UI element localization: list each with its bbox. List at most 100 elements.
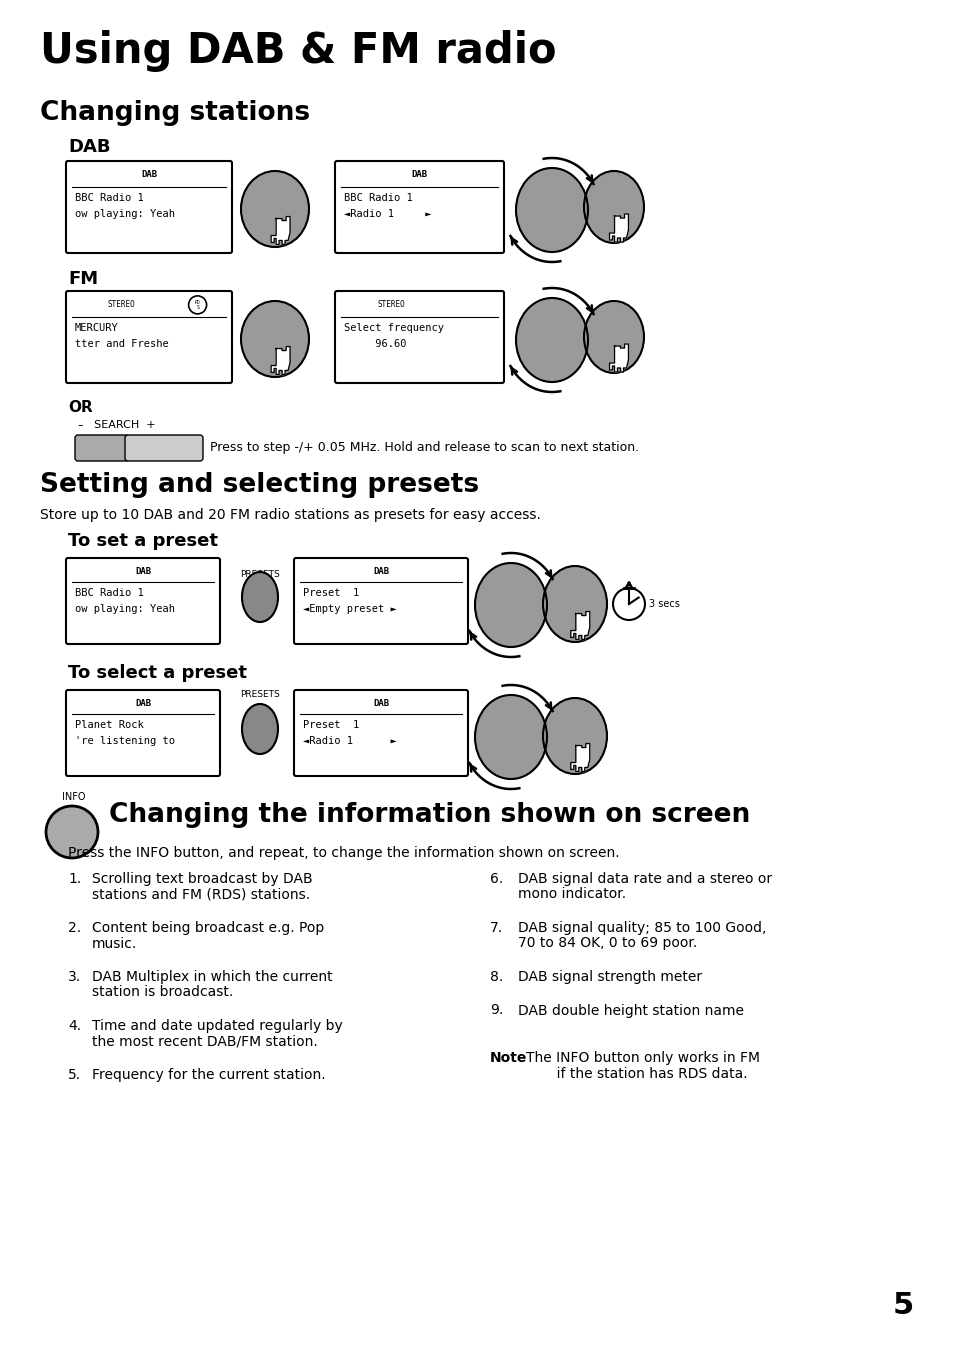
Text: STEREO: STEREO bbox=[108, 301, 135, 309]
Text: ◄Empty preset ►: ◄Empty preset ► bbox=[303, 604, 396, 614]
Ellipse shape bbox=[475, 695, 546, 778]
Text: To set a preset: To set a preset bbox=[68, 532, 218, 550]
Text: mono indicator.: mono indicator. bbox=[517, 888, 625, 901]
Ellipse shape bbox=[542, 567, 606, 642]
Text: Preset  1: Preset 1 bbox=[303, 720, 359, 730]
Text: DAB: DAB bbox=[141, 170, 157, 179]
Text: Preset  1: Preset 1 bbox=[303, 588, 359, 598]
FancyBboxPatch shape bbox=[125, 434, 203, 461]
Text: S: S bbox=[196, 305, 199, 310]
Text: DAB: DAB bbox=[373, 567, 389, 576]
Ellipse shape bbox=[475, 563, 546, 648]
Text: 70 to 84 OK, 0 to 69 poor.: 70 to 84 OK, 0 to 69 poor. bbox=[517, 936, 697, 951]
Text: Select frequency: Select frequency bbox=[344, 322, 443, 333]
Text: Store up to 10 DAB and 20 FM radio stations as presets for easy access.: Store up to 10 DAB and 20 FM radio stati… bbox=[40, 509, 540, 522]
Text: BBC Radio 1: BBC Radio 1 bbox=[75, 193, 144, 202]
Text: DAB signal data rate and a stereo or: DAB signal data rate and a stereo or bbox=[517, 871, 771, 886]
FancyBboxPatch shape bbox=[66, 161, 232, 254]
Polygon shape bbox=[570, 743, 589, 772]
Text: stations and FM (RDS) stations.: stations and FM (RDS) stations. bbox=[91, 888, 310, 901]
Text: PRESETS: PRESETS bbox=[240, 571, 279, 579]
Text: Press the INFO button, and repeat, to change the information shown on screen.: Press the INFO button, and repeat, to ch… bbox=[68, 846, 619, 861]
Ellipse shape bbox=[583, 171, 643, 243]
Text: Using DAB & FM radio: Using DAB & FM radio bbox=[40, 30, 556, 71]
Text: DAB: DAB bbox=[134, 567, 151, 576]
Polygon shape bbox=[271, 347, 290, 375]
Text: DAB: DAB bbox=[373, 699, 389, 708]
Text: BBC Radio 1: BBC Radio 1 bbox=[75, 588, 144, 598]
Text: INFO: INFO bbox=[62, 792, 86, 803]
FancyBboxPatch shape bbox=[294, 689, 468, 776]
Text: STEREO: STEREO bbox=[377, 301, 405, 309]
Polygon shape bbox=[570, 611, 589, 639]
FancyBboxPatch shape bbox=[66, 689, 220, 776]
Text: station is broadcast.: station is broadcast. bbox=[91, 986, 233, 1000]
Text: Time and date updated regularly by: Time and date updated regularly by bbox=[91, 1018, 342, 1033]
Text: DAB signal strength meter: DAB signal strength meter bbox=[517, 970, 701, 983]
Ellipse shape bbox=[241, 301, 309, 376]
Text: DAB signal quality; 85 to 100 Good,: DAB signal quality; 85 to 100 Good, bbox=[517, 921, 765, 935]
Text: 3 secs: 3 secs bbox=[648, 599, 679, 608]
Text: Scrolling text broadcast by DAB: Scrolling text broadcast by DAB bbox=[91, 871, 313, 886]
FancyBboxPatch shape bbox=[66, 558, 220, 643]
Text: ow playing: Yeah: ow playing: Yeah bbox=[75, 604, 174, 614]
Text: MERCURY: MERCURY bbox=[75, 322, 118, 333]
Text: 're listening to: 're listening to bbox=[75, 737, 174, 746]
Text: 5: 5 bbox=[892, 1291, 913, 1321]
Text: ow playing: Yeah: ow playing: Yeah bbox=[75, 209, 174, 219]
Ellipse shape bbox=[516, 298, 587, 382]
Ellipse shape bbox=[583, 301, 643, 374]
Text: OR: OR bbox=[68, 401, 92, 415]
Text: DAB Multiplex in which the current: DAB Multiplex in which the current bbox=[91, 970, 333, 983]
Text: FM: FM bbox=[68, 270, 98, 287]
Text: music.: music. bbox=[91, 936, 137, 951]
Ellipse shape bbox=[542, 697, 606, 774]
Text: if the station has RDS data.: if the station has RDS data. bbox=[525, 1067, 747, 1081]
Text: 9.: 9. bbox=[490, 1004, 503, 1017]
Text: 7.: 7. bbox=[490, 921, 502, 935]
Polygon shape bbox=[609, 214, 628, 241]
Text: Content being broadcast e.g. Pop: Content being broadcast e.g. Pop bbox=[91, 921, 324, 935]
Text: Changing the information shown on screen: Changing the information shown on screen bbox=[109, 803, 749, 828]
Text: –   SEARCH  +: – SEARCH + bbox=[78, 420, 155, 430]
Text: BBC Radio 1: BBC Radio 1 bbox=[344, 193, 413, 202]
Text: ◄Radio 1      ►: ◄Radio 1 ► bbox=[303, 737, 396, 746]
Text: PRESETS: PRESETS bbox=[240, 689, 279, 699]
FancyBboxPatch shape bbox=[294, 558, 468, 643]
Text: Frequency for the current station.: Frequency for the current station. bbox=[91, 1068, 325, 1082]
FancyBboxPatch shape bbox=[335, 291, 503, 383]
Text: DAB: DAB bbox=[68, 138, 111, 156]
Text: The INFO button only works in FM: The INFO button only works in FM bbox=[525, 1051, 760, 1064]
Ellipse shape bbox=[242, 704, 277, 754]
Text: Changing stations: Changing stations bbox=[40, 100, 310, 125]
Ellipse shape bbox=[516, 169, 587, 252]
Text: DAB double height station name: DAB double height station name bbox=[517, 1004, 743, 1017]
Circle shape bbox=[46, 805, 98, 858]
FancyBboxPatch shape bbox=[75, 434, 129, 461]
Text: To select a preset: To select a preset bbox=[68, 664, 247, 683]
FancyBboxPatch shape bbox=[335, 161, 503, 254]
Text: the most recent DAB/FM station.: the most recent DAB/FM station. bbox=[91, 1035, 317, 1048]
Text: ◄Radio 1     ►: ◄Radio 1 ► bbox=[344, 209, 431, 219]
Text: 8.: 8. bbox=[490, 970, 503, 983]
Text: Setting and selecting presets: Setting and selecting presets bbox=[40, 472, 478, 498]
Text: DAB: DAB bbox=[134, 699, 151, 708]
Text: 6.: 6. bbox=[490, 871, 503, 886]
Ellipse shape bbox=[241, 171, 309, 247]
Text: 2.: 2. bbox=[68, 921, 81, 935]
Polygon shape bbox=[271, 216, 290, 244]
Text: RD: RD bbox=[194, 301, 200, 305]
Text: 3.: 3. bbox=[68, 970, 81, 983]
Text: Planet Rock: Planet Rock bbox=[75, 720, 144, 730]
Text: 5.: 5. bbox=[68, 1068, 81, 1082]
FancyBboxPatch shape bbox=[66, 291, 232, 383]
Text: 96.60: 96.60 bbox=[344, 339, 406, 349]
Text: Press to step -/+ 0.05 MHz. Hold and release to scan to next station.: Press to step -/+ 0.05 MHz. Hold and rel… bbox=[210, 441, 639, 455]
Ellipse shape bbox=[242, 572, 277, 622]
Text: DAB: DAB bbox=[411, 170, 427, 179]
Text: 1.: 1. bbox=[68, 871, 81, 886]
Text: 4.: 4. bbox=[68, 1018, 81, 1033]
Polygon shape bbox=[609, 344, 628, 372]
Text: tter and Freshe: tter and Freshe bbox=[75, 339, 169, 349]
Text: Note: Note bbox=[490, 1051, 527, 1064]
